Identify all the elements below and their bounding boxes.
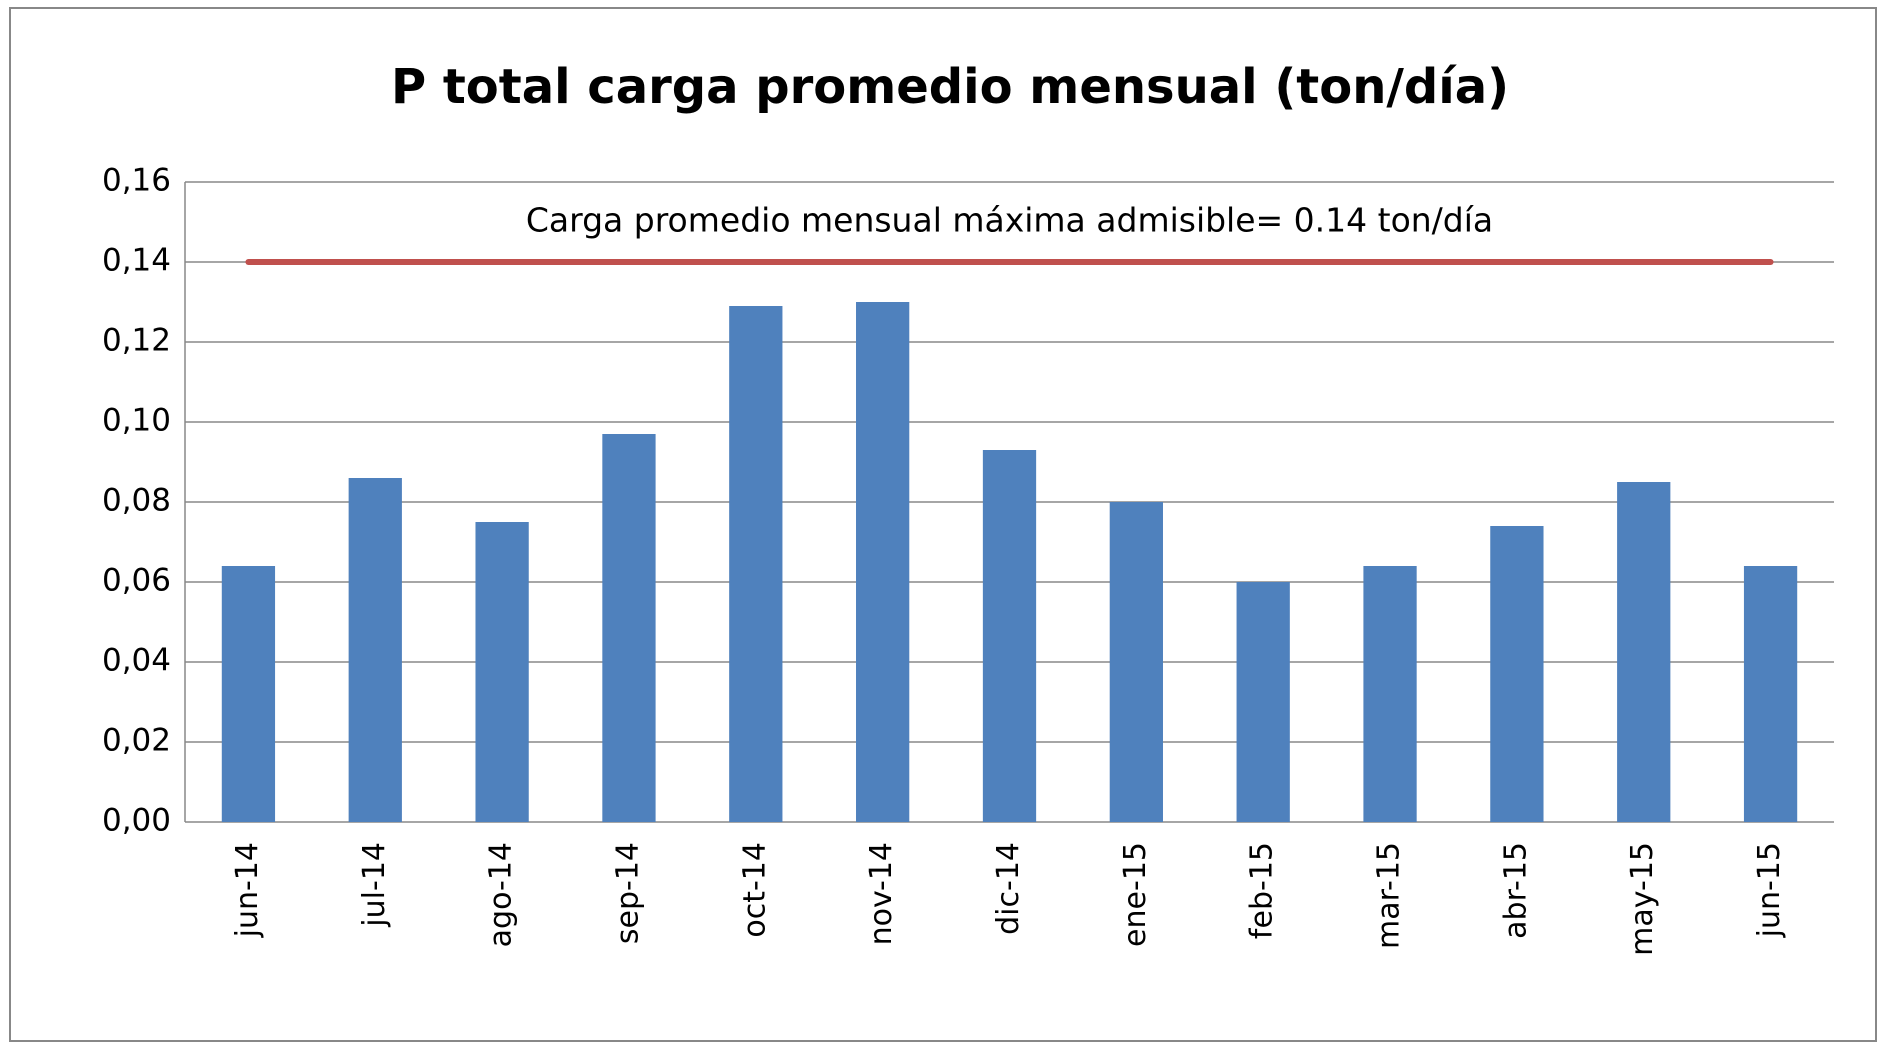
y-tick-label: 0,08 (102, 483, 171, 519)
x-tick-label: may-15 (1625, 842, 1660, 956)
reference-label: Carga promedio mensual máxima admisible=… (526, 201, 1493, 240)
bar (1109, 502, 1163, 822)
x-tick-label: ene-15 (1118, 842, 1153, 947)
bar (856, 302, 910, 822)
bar (602, 434, 656, 822)
x-tick-label: oct-14 (737, 842, 772, 938)
x-tick-label: feb-15 (1245, 842, 1280, 939)
y-tick-label: 0,06 (102, 563, 171, 599)
x-tick-label: sep-14 (610, 842, 645, 944)
y-tick-label: 0,00 (102, 803, 171, 839)
bar (1490, 526, 1544, 822)
bar (1363, 566, 1417, 822)
bar (221, 566, 276, 822)
chart-title: P total carga promedio mensual (ton/día) (391, 59, 1509, 115)
y-tick-label: 0,14 (102, 243, 171, 279)
bar (982, 450, 1037, 822)
x-tick-label: mar-15 (1372, 842, 1407, 949)
bar (1743, 566, 1798, 822)
y-tick-label: 0,10 (102, 403, 171, 439)
x-tick-label: jun-15 (1752, 842, 1787, 938)
bar (729, 306, 783, 822)
bar (475, 522, 529, 822)
x-tick-label: dic-14 (991, 842, 1026, 935)
chart-border (9, 7, 1877, 1042)
y-tick-label: 0,02 (102, 723, 171, 759)
x-tick-label: ago-14 (484, 842, 519, 947)
bar (1617, 482, 1671, 822)
y-tick-label: 0,16 (102, 163, 171, 199)
y-tick-label: 0,12 (102, 323, 171, 359)
bar (348, 478, 402, 822)
x-tick-label: jun-14 (230, 842, 265, 938)
x-tick-label: nov-14 (864, 842, 899, 945)
x-tick-label: abr-15 (1498, 842, 1533, 939)
bar (1236, 582, 1290, 822)
y-tick-label: 0,04 (102, 643, 171, 679)
x-tick-label: jul-14 (357, 842, 392, 928)
